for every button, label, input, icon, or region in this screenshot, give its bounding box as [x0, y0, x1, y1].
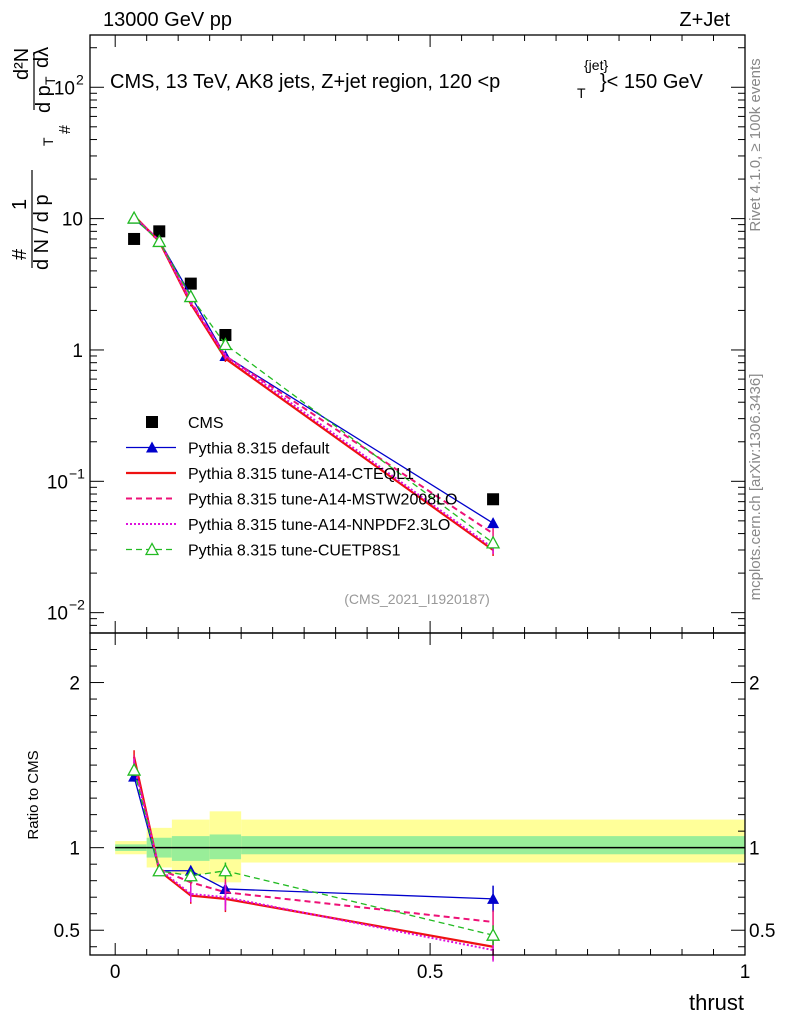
legend-item-default: Pythia 8.315 default — [126, 441, 330, 458]
header-left: 13000 GeV pp — [103, 9, 232, 31]
analysis-id: (CMS_2021_I1920187) — [344, 591, 490, 607]
ylabel-T2: T — [42, 76, 58, 85]
main-point-cuetp8s1-1 — [152, 234, 167, 248]
legend-label-cteql1: Pythia 8.315 tune-A14-CTEQL1 — [188, 466, 414, 483]
main-point-cuetp8s1-3 — [218, 337, 233, 351]
y-tick-base: 10 — [47, 604, 68, 625]
ratio-series-cuetp8s1 — [126, 762, 501, 946]
legend-label-cuetp8s1: Pythia 8.315 tune-CUETP8S1 — [188, 543, 401, 560]
legend: CMS Pythia 8.315 default Pythia 8.315 tune… — [126, 415, 457, 560]
ylabel-d2N: d²N — [11, 48, 33, 80]
main-series-data — [128, 225, 500, 506]
y-tick-exp: 2 — [76, 71, 84, 87]
main-point-default-4 — [487, 517, 500, 529]
x-tick-label: 0.5 — [417, 962, 443, 983]
ratio-point-cuetp8s1-2 — [183, 868, 198, 882]
main-series-cuetp8s1 — [126, 210, 501, 549]
plot-title-sub: T — [577, 85, 586, 101]
legend-item-data: CMS — [146, 415, 224, 432]
ylabel-T1: T — [40, 137, 56, 146]
ratio-frame — [89, 632, 746, 956]
main-point-data-1 — [153, 225, 166, 238]
mcplots-label: mcplots.cern.ch [arXiv:1306.3436] — [747, 374, 764, 601]
x-tick-label: 1 — [740, 962, 751, 983]
plot-frames — [89, 34, 746, 956]
main-point-cuetp8s1-4 — [485, 535, 501, 549]
ratio-plot — [126, 750, 501, 962]
ratio-point-default-0 — [128, 770, 141, 782]
ylabel-dp: d p — [33, 85, 55, 113]
legend-marker-data — [146, 416, 158, 428]
main-line-nnpdf — [133, 216, 494, 549]
main-y-tick-label: 10 2 — [54, 71, 84, 99]
ylabel-hash-2: # — [57, 125, 74, 134]
ylabel-one: 1 — [9, 199, 31, 210]
ratio-line-nnpdf — [133, 764, 494, 952]
y-tick-base: 10 — [47, 472, 68, 493]
main-y-tick-label: 10 — [62, 210, 83, 231]
ratio-y-tick-label-right: 1 — [749, 839, 760, 860]
plot-title-tail: }< 150 GeV — [600, 71, 704, 93]
ratio-y-axis-label: Ratio to CMS — [25, 750, 42, 839]
ylabel-hash-1: # — [9, 248, 31, 260]
main-y-tick-label: 10 −1 — [47, 465, 85, 493]
legend-marker-cuetp8s1 — [144, 542, 160, 556]
main-plot — [126, 210, 501, 556]
y-tick-base: 10 — [62, 210, 83, 231]
main-point-cuetp8s1-0 — [126, 210, 142, 224]
legend-label-mstw: Pythia 8.315 tune-A14-MSTW2008LO — [188, 492, 457, 509]
plot-title-sup: {jet} — [584, 57, 608, 73]
ratio-point-cuetp8s1-1 — [152, 863, 167, 877]
main-y-tick-label: 10 −2 — [47, 597, 85, 625]
main-line-mstw — [133, 215, 494, 535]
ratio-y-tick-label: 0.5 — [54, 921, 80, 942]
plot-title-main: CMS, 13 TeV, AK8 jets, Z+jet region, 120… — [110, 71, 500, 93]
main-point-cuetp8s1-2 — [183, 289, 198, 303]
ratio-y-tick-label: 2 — [69, 674, 80, 695]
ratio-point-cuetp8s1-3 — [218, 863, 233, 877]
legend-item-mstw: Pythia 8.315 tune-A14-MSTW2008LO — [126, 492, 457, 509]
header-right: Z+Jet — [679, 9, 730, 31]
y-tick-exp: −1 — [69, 465, 85, 481]
ratio-point-cuetp8s1-4 — [485, 927, 501, 941]
legend-item-nnpdf: Pythia 8.315 tune-A14-NNPDF2.3LO — [126, 517, 450, 534]
ratio-y-tick-label-right: 0.5 — [749, 921, 775, 942]
main-point-data-2 — [184, 277, 197, 290]
ratio-uncertainty-bands — [115, 811, 745, 883]
band-inner-4 — [241, 836, 745, 855]
y-tick-base: 1 — [72, 341, 83, 362]
y-tick-base: 10 — [54, 78, 75, 99]
legend-label-default: Pythia 8.315 default — [188, 441, 330, 458]
band-inner-3 — [209, 834, 242, 860]
band-inner-2 — [171, 836, 210, 861]
ylabel-dlambda: dλ — [31, 47, 53, 68]
y-tick-exp: −2 — [69, 597, 85, 613]
x-axis-label: thrust — [689, 990, 744, 1015]
main-point-data-4 — [487, 493, 500, 506]
ratio-y-tick-label: 1 — [69, 839, 80, 860]
main-point-data-0 — [128, 232, 141, 245]
legend-label-nnpdf: Pythia 8.315 tune-A14-NNPDF2.3LO — [188, 517, 450, 534]
plot-title: CMS, 13 TeV, AK8 jets, Z+jet region, 120… — [110, 57, 704, 101]
ratio-y-tick-label-right: 2 — [749, 674, 760, 695]
x-tick-label: 0 — [110, 962, 121, 983]
rivet-label: Rivet 4.1.0, ≥ 100k events — [747, 58, 764, 231]
main-point-data-3 — [219, 328, 232, 341]
ratio-point-cuetp8s1-0 — [126, 762, 142, 776]
ratio-point-default-4 — [487, 892, 500, 904]
main-line-cuetp8s1 — [133, 217, 494, 544]
ylabel-dN: d N / d p — [31, 194, 53, 270]
main-y-tick-label: 1 — [72, 341, 83, 362]
legend-item-cteql1: Pythia 8.315 tune-A14-CTEQL1 — [126, 466, 414, 483]
legend-marker-default — [146, 441, 158, 453]
legend-label-data: CMS — [188, 415, 224, 432]
legend-item-cuetp8s1: Pythia 8.315 tune-CUETP8S1 — [126, 542, 401, 560]
main-y-axis-label: # 1 d N / d p T # d²N d p T dλ — [9, 47, 74, 270]
